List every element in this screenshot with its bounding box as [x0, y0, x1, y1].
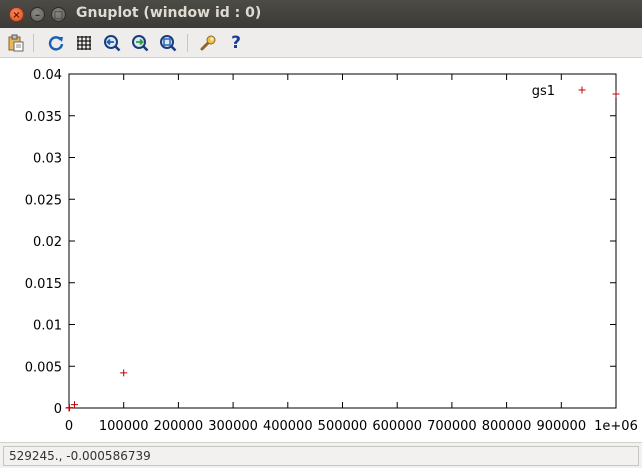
- data-point: [120, 369, 128, 377]
- help-icon: ?: [231, 33, 241, 53]
- x-tick-label: 400000: [263, 419, 313, 434]
- title-bar: × – □ Gnuplot (window id : 0): [0, 0, 642, 28]
- data-point: [70, 401, 78, 409]
- scatter-chart[interactable]: 0 0.005 0.01 0.015 0.02 0.025 0.03 0.035 0.04 0 10…: [0, 58, 642, 442]
- window-title: Gnuplot (window id : 0): [76, 5, 262, 21]
- toolbar: ?: [0, 28, 642, 58]
- x-tick-label: 700000: [427, 419, 477, 434]
- mouse-coordinates-readout: 529245., -0.000586739: [3, 446, 639, 466]
- y-tick-label: 0.015: [25, 277, 62, 292]
- config-button[interactable]: [197, 32, 219, 54]
- refresh-icon: [48, 36, 64, 51]
- zoom-next-icon: [132, 35, 149, 52]
- help-button[interactable]: ?: [225, 32, 247, 54]
- plot-border: [68, 73, 617, 409]
- x-tick-label: 0: [65, 419, 73, 434]
- x-tick-label: 300000: [208, 419, 258, 434]
- y-tick-label: 0.01: [33, 319, 62, 334]
- x-tick-label: 600000: [372, 419, 422, 434]
- autoscale-icon: [160, 35, 177, 52]
- data-point: [66, 404, 74, 412]
- grid-button[interactable]: [73, 32, 95, 54]
- close-button[interactable]: ×: [9, 7, 24, 22]
- toolbar-separator: [187, 34, 188, 52]
- copy-to-clipboard-button[interactable]: [5, 32, 27, 54]
- data-point: [612, 90, 620, 98]
- y-tick-label: 0.005: [25, 360, 62, 375]
- zoom-next-button[interactable]: [129, 32, 151, 54]
- legend-marker: [578, 86, 586, 94]
- y-tick-label: 0.025: [25, 193, 62, 208]
- x-tick-label: 1e+06: [594, 419, 638, 434]
- y-tick-label: 0.035: [25, 110, 62, 125]
- x-tick-label: 800000: [482, 419, 532, 434]
- toolbar-separator: [33, 34, 34, 52]
- zoom-previous-icon: [104, 35, 121, 52]
- maximize-button[interactable]: □: [51, 7, 66, 22]
- plot-canvas[interactable]: 0 0.005 0.01 0.015 0.02 0.025 0.03 0.035 0.04 0 10…: [0, 58, 642, 442]
- zoom-previous-button[interactable]: [101, 32, 123, 54]
- y-tick-label: 0: [54, 402, 62, 417]
- x-tick-label: 500000: [318, 419, 368, 434]
- autoscale-button[interactable]: [157, 32, 179, 54]
- y-tick-label: 0.02: [33, 235, 62, 250]
- clipboard-icon: [8, 34, 24, 52]
- minimize-button[interactable]: –: [30, 7, 45, 22]
- x-tick-label: 200000: [154, 419, 204, 434]
- x-tick-label: 900000: [536, 419, 586, 434]
- legend-label: gs1: [532, 84, 555, 99]
- x-tick-label: 100000: [99, 419, 149, 434]
- replot-button[interactable]: [45, 32, 67, 54]
- y-tick-label: 0.03: [33, 152, 62, 167]
- wrench-icon: [200, 35, 216, 51]
- status-bar: 529245., -0.000586739: [0, 442, 642, 468]
- y-tick-label: 0.04: [33, 68, 62, 83]
- grid-icon: [77, 36, 91, 50]
